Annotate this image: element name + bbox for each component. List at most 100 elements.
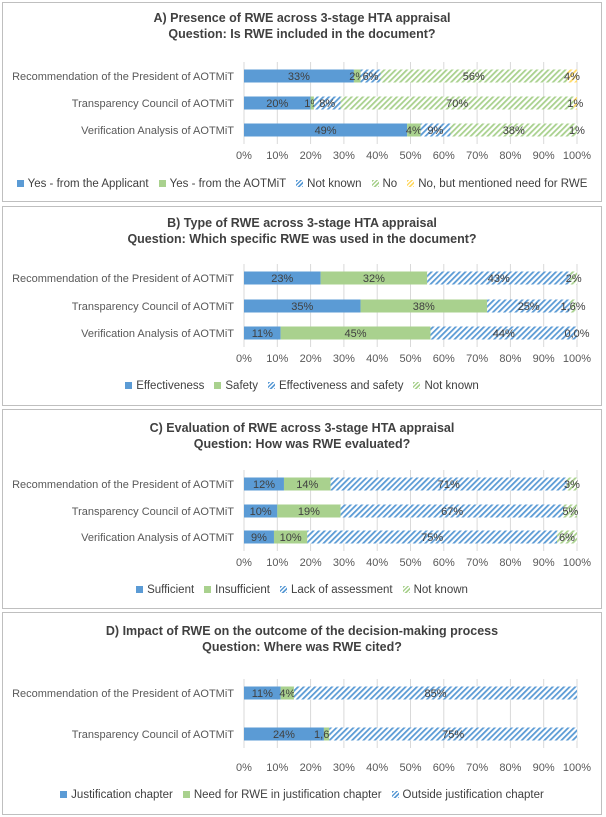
legend-label: Outside justification chapter	[402, 789, 544, 801]
data-label: 10%	[280, 532, 302, 544]
legend-item: Insufficient	[204, 584, 270, 596]
legend-item: Not known	[296, 178, 362, 190]
legend-swatch	[158, 180, 166, 187]
data-label: 32%	[363, 273, 385, 285]
category-label: Recommendation of the President of AOTMi…	[12, 479, 234, 491]
legend-label: Not known	[413, 584, 468, 596]
x-tick-label: 20%	[300, 762, 322, 774]
x-tick-label: 30%	[333, 150, 355, 162]
data-label: 38%	[413, 301, 435, 313]
chart-subtitle: Question: Is RWE included in the documen…	[168, 27, 436, 41]
bar-sufficient	[244, 530, 274, 544]
data-label: 6%	[363, 71, 379, 83]
data-label: 38%	[503, 125, 525, 137]
x-tick-label: 70%	[466, 762, 488, 774]
chart-subtitle: Question: How was RWE evaluated?	[193, 437, 411, 451]
chart-title-block: C) Evaluation of RWE across 3-stage HTA …	[3, 420, 601, 452]
legend-swatch	[413, 382, 421, 389]
data-label: 45%	[345, 328, 367, 340]
bar-effectiveness-and-safety	[487, 299, 571, 313]
x-tick-label: 60%	[433, 557, 455, 569]
data-label: 9%	[251, 532, 267, 544]
legend-swatch	[125, 382, 133, 389]
x-tick-label: 90%	[533, 150, 555, 162]
chart-legend: Yes - from the Applicant Yes - from the A…	[3, 178, 601, 190]
category-label: Transparency Council of AOTMiT	[72, 506, 234, 518]
x-tick-label: 80%	[499, 557, 521, 569]
bar-lack-of-assessment	[330, 477, 568, 491]
data-label: 25%	[518, 301, 540, 313]
data-label: 85%	[424, 688, 446, 700]
bar-effectiveness	[244, 326, 281, 340]
data-label: 24%	[273, 729, 295, 741]
legend-swatch	[204, 586, 212, 593]
bar-not-known	[313, 96, 341, 110]
bar-yes-from-the-applicant	[244, 69, 354, 83]
chart-title-block: A) Presence of RWE across 3-stage HTA ap…	[3, 10, 601, 42]
bar-safety	[360, 299, 488, 313]
legend-swatch	[296, 180, 304, 187]
legend-item: Not known	[402, 584, 468, 596]
legend-swatch	[214, 382, 222, 389]
x-tick-label: 40%	[366, 557, 388, 569]
chart-plot: 0% 10% 20% 30% 40% 50% 60% 70% 80% 90% 100% Recomme…	[12, 264, 591, 365]
chart-panel-b: B) Type of RWE across 3-stage HTA apprai…	[2, 206, 602, 406]
data-label: 14%	[296, 479, 318, 491]
x-tick-label: 50%	[399, 762, 421, 774]
bar-no	[450, 123, 577, 137]
data-label: 4%	[564, 71, 580, 83]
chart-legend: Justification chapter Need for RWE in jus…	[3, 789, 601, 801]
x-tick-label: 40%	[366, 353, 388, 365]
x-tick-label: 70%	[466, 150, 488, 162]
category-label: Transparency Council of AOTMiT	[72, 98, 234, 110]
data-label: 35%	[291, 301, 313, 313]
bar-effectiveness	[244, 271, 321, 285]
bar-not-known	[563, 504, 577, 518]
chart-title-block: B) Type of RWE across 3-stage HTA apprai…	[3, 215, 601, 247]
category-label: Verification Analysis of AOTMiT	[81, 125, 234, 137]
bar-yes-from-the-applicant	[244, 123, 408, 137]
legend-item: No, but mentioned need for RWE	[407, 178, 587, 190]
bar-not-known	[360, 69, 381, 83]
chart-plot: 0% 10% 20% 30% 40% 50% 60% 70% 80% 90% 100% Recomme…	[12, 679, 591, 774]
x-tick-label: 0%	[236, 557, 252, 569]
legend-label: Effectiveness	[136, 380, 205, 392]
x-tick-label: 60%	[433, 150, 455, 162]
legend-label: Effectiveness and safety	[279, 380, 404, 392]
legend-swatch	[279, 586, 287, 593]
x-tick-label: 60%	[433, 353, 455, 365]
x-tick-label: 90%	[533, 353, 555, 365]
bar-effectiveness-and-safety	[427, 271, 571, 285]
data-label: 9%	[428, 125, 444, 137]
category-label: Verification Analysis of AOTMiT	[81, 532, 234, 544]
data-label: 3%	[564, 479, 580, 491]
data-label: 20%	[266, 98, 288, 110]
x-tick-label: 40%	[366, 762, 388, 774]
legend-swatch	[182, 791, 190, 798]
legend-label: Yes - from the Applicant	[27, 178, 149, 190]
legend-item: Outside justification chapter	[391, 789, 544, 801]
x-tick-label: 0%	[236, 150, 252, 162]
legend-item: Lack of assessment	[279, 584, 393, 596]
bar-lack-of-assessment	[307, 530, 558, 544]
x-tick-label: 30%	[333, 353, 355, 365]
bar-not-known	[420, 123, 451, 137]
x-tick-label: 100%	[563, 557, 591, 569]
chart-subtitle: Question: Which specific RWE was used in…	[127, 232, 477, 246]
legend-item: No	[371, 178, 397, 190]
legend-item: Yes - from the Applicant	[16, 178, 149, 190]
bar-yes-from-the-aotmit	[353, 69, 361, 83]
bar-yes-from-the-aotmit	[407, 123, 421, 137]
chart-title-block: D) Impact of RWE on the outcome of the d…	[3, 623, 601, 655]
data-label: 23%	[271, 273, 293, 285]
x-tick-label: 10%	[266, 557, 288, 569]
legend-item: Justification chapter	[60, 789, 173, 801]
bar-insufficient	[283, 477, 331, 491]
category-label: Recommendation of the President of AOTMi…	[12, 71, 234, 83]
legend-label: Yes - from the AOTMiT	[169, 178, 287, 190]
bar-no-but-mentioned-need-for-rwe	[573, 96, 577, 110]
x-tick-label: 100%	[563, 762, 591, 774]
legend-label: Justification chapter	[71, 789, 173, 801]
chart-subtitle: Question: Where was RWE cited?	[202, 640, 402, 654]
bar-yes-from-the-aotmit	[310, 96, 314, 110]
